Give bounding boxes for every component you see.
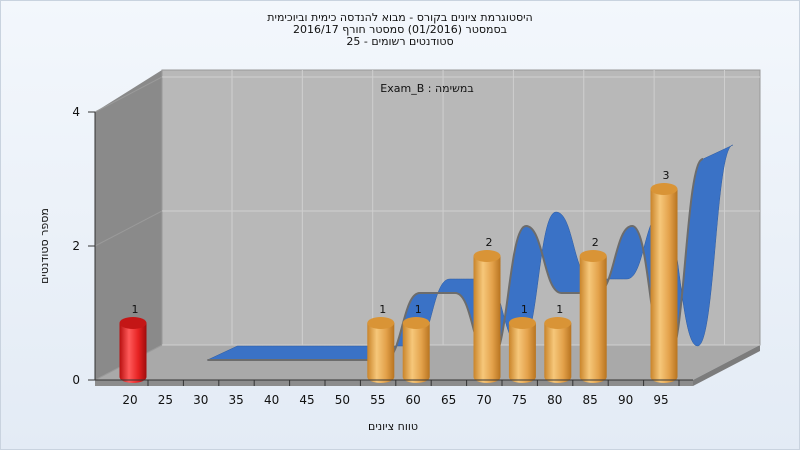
grid-line-wall xyxy=(94,210,163,247)
y-tick-label: 4 xyxy=(72,105,80,119)
x-tick-label: 70 xyxy=(476,393,491,407)
bar-body xyxy=(402,323,430,383)
bar-value-label: 1 xyxy=(132,303,139,316)
chart-title-line-3: סטודנטים רשומים - 25 xyxy=(346,35,454,48)
x-tick-label: 90 xyxy=(618,393,633,407)
grid-line-wall xyxy=(94,76,163,113)
x-tick-label: 40 xyxy=(264,393,279,407)
bar-top xyxy=(473,250,501,262)
bar-55: 1 xyxy=(367,303,395,383)
bar-75: 1 xyxy=(508,303,536,383)
bar-body xyxy=(367,323,395,383)
bar-80: 1 xyxy=(544,303,572,383)
x-tick-label: 60 xyxy=(406,393,421,407)
bar-60: 1 xyxy=(402,303,430,383)
bar-top xyxy=(579,250,607,262)
y-axis-label: מספר סטודנטים xyxy=(38,208,51,284)
x-tick-label: 55 xyxy=(370,393,385,407)
x-axis-label: טווח ציונים xyxy=(368,420,418,433)
x-tick-label: 50 xyxy=(335,393,350,407)
y-tick-label: 0 xyxy=(72,373,80,387)
x-tick-label: 25 xyxy=(158,393,173,407)
y-tick-label: 2 xyxy=(72,239,80,253)
bar-70: 2 xyxy=(473,236,501,383)
bar-value-label: 2 xyxy=(486,236,493,249)
floor-front-edge xyxy=(95,380,693,386)
x-tick-label: 75 xyxy=(512,393,527,407)
bar-body xyxy=(579,256,607,383)
chart-annotation: Exam_B : במשימה xyxy=(380,82,473,95)
bar-20: 1 xyxy=(119,303,147,383)
x-tick-label: 65 xyxy=(441,393,456,407)
bar-body xyxy=(473,256,501,383)
bar-top xyxy=(650,183,678,195)
y-tick-labels: 0 2 4 xyxy=(72,105,95,387)
chart-title-line-2: בסמסטר (01/2016) סמסטר חורף 2016/17 xyxy=(293,23,507,36)
chart-title-line-1: היסטוגרמת ציונים בקורס - מבוא להנדסה כימ… xyxy=(267,11,533,24)
bar-top xyxy=(367,317,395,329)
x-tick-label: 45 xyxy=(299,393,314,407)
bar-value-label: 1 xyxy=(379,303,386,316)
bar-top xyxy=(402,317,430,329)
x-tick-label: 80 xyxy=(547,393,562,407)
bar-value-label: 1 xyxy=(521,303,528,316)
x-tick-label: 35 xyxy=(229,393,244,407)
bar-top xyxy=(544,317,572,329)
bar-top xyxy=(508,317,536,329)
bar-95: 3 xyxy=(650,169,678,383)
floor-right-edge xyxy=(693,345,760,386)
bar-85: 2 xyxy=(579,236,607,383)
bar-top xyxy=(119,317,147,329)
bar-value-label: 1 xyxy=(556,303,563,316)
x-tick-label: 30 xyxy=(193,393,208,407)
bar-body xyxy=(119,323,147,383)
x-tick-label: 85 xyxy=(583,393,598,407)
bar-value-label: 3 xyxy=(663,169,670,182)
bars-group: 1 1 1 2 1 1 2 3 xyxy=(119,169,678,383)
x-tick-label: 20 xyxy=(122,393,137,407)
bar-body xyxy=(544,323,572,383)
left-wall xyxy=(95,70,162,380)
bar-body xyxy=(508,323,536,383)
chart-titles: היסטוגרמת ציונים בקורס - מבוא להנדסה כימ… xyxy=(0,12,800,48)
bar-value-label: 1 xyxy=(415,303,422,316)
x-tick-label: 95 xyxy=(653,393,668,407)
bar-value-label: 2 xyxy=(592,236,599,249)
bar-body xyxy=(650,189,678,383)
x-tick-labels: 20 25 30 35 40 45 50 55 60 65 70 75 80 85 90 95 xyxy=(122,380,680,407)
